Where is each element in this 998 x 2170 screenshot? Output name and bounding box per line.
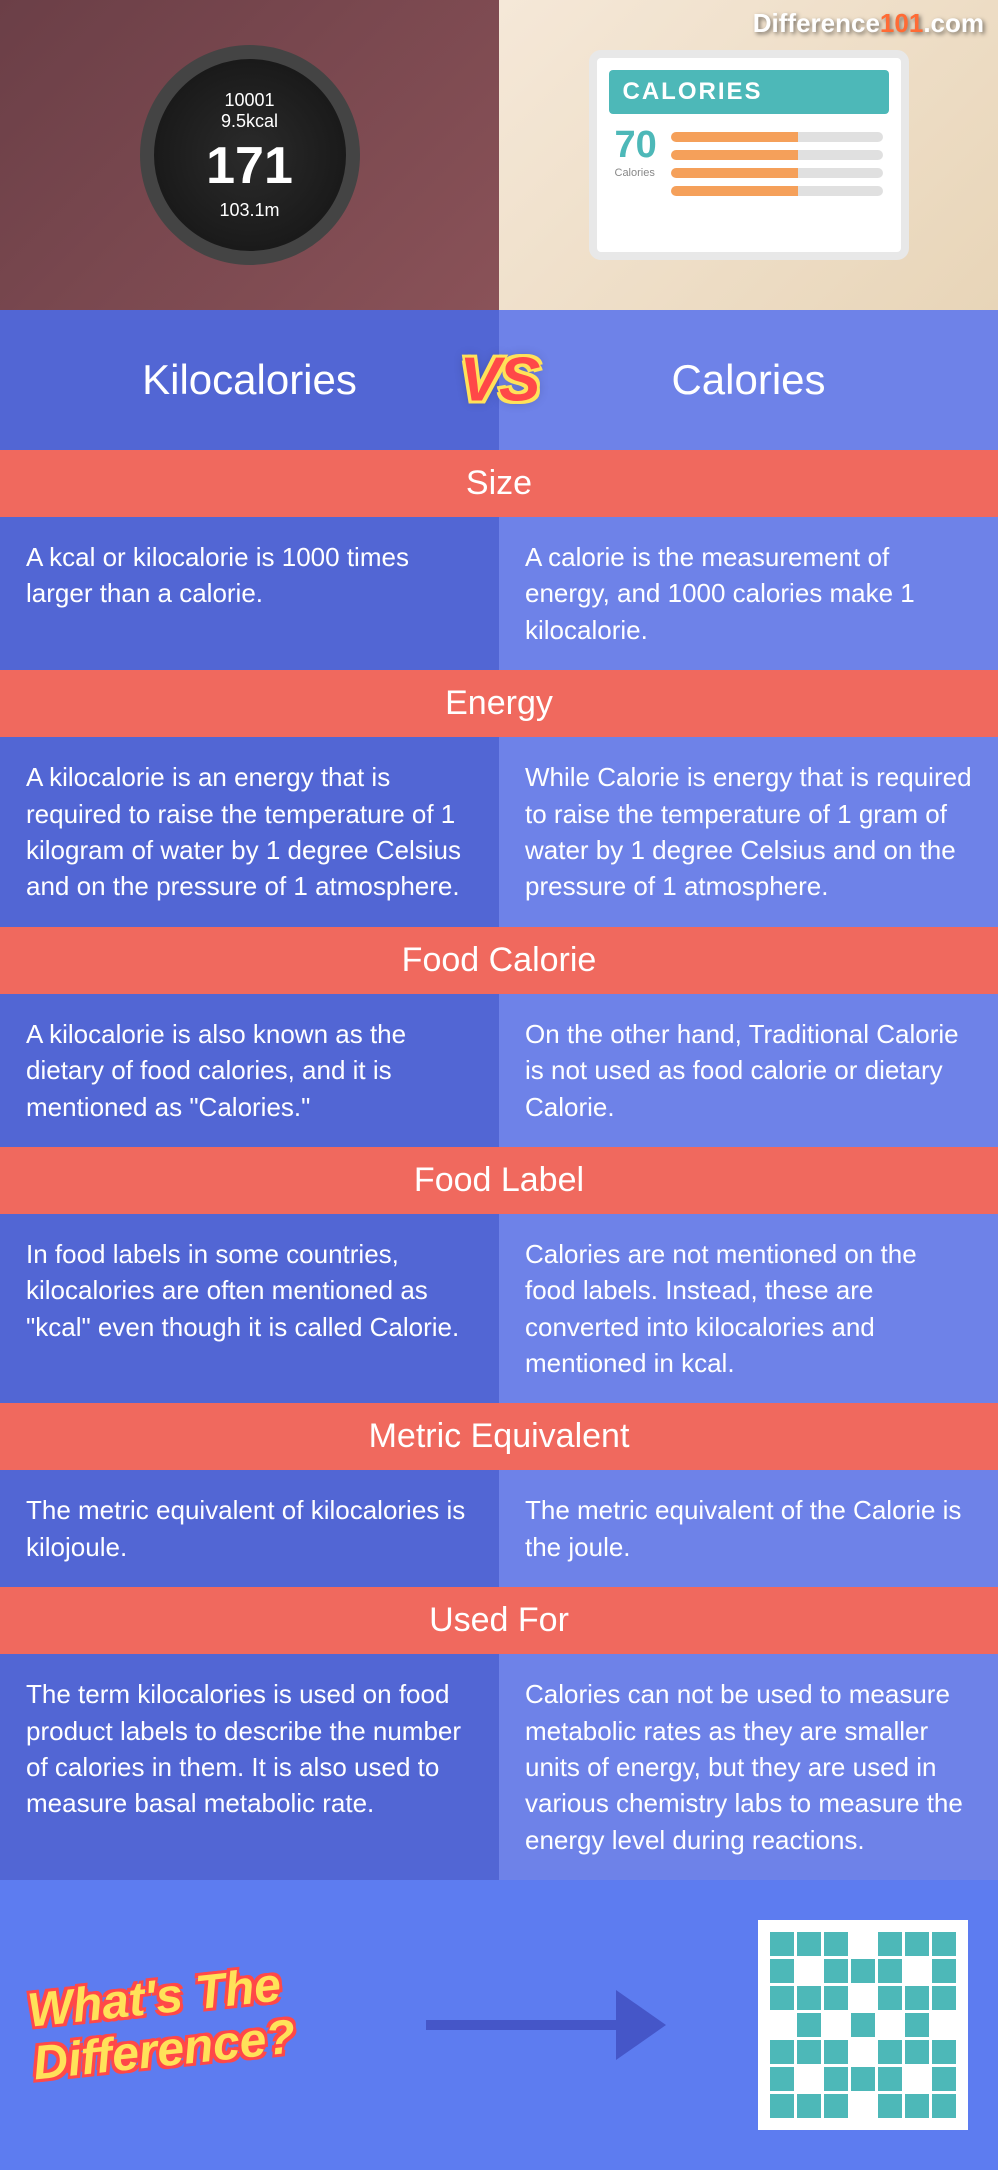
- tablet-graphic: CALORIES 70 Calories: [589, 50, 909, 260]
- arrow-icon: [426, 2020, 626, 2030]
- hero-banner: 10001 9.5kcal 171 103.1m CALORIES 70 Cal…: [0, 0, 998, 310]
- content-right: Calories are not mentioned on the food l…: [499, 1214, 998, 1404]
- qr-code: [758, 1920, 968, 2130]
- content-left: The metric equivalent of kilocalories is…: [0, 1470, 499, 1587]
- content-row: A kilocalorie is also known as the dieta…: [0, 994, 998, 1147]
- watch-main-number: 171: [206, 136, 293, 196]
- logo-part3: .com: [923, 8, 984, 38]
- content-right: On the other hand, Traditional Calorie i…: [499, 994, 998, 1147]
- content-right: While Calorie is energy that is required…: [499, 737, 998, 927]
- section-header: Metric Equivalent: [0, 1403, 998, 1470]
- watch-steps: 10001: [224, 90, 274, 111]
- tablet-body: 70 Calories: [609, 114, 889, 214]
- content-left: In food labels in some countries, kiloca…: [0, 1214, 499, 1404]
- title-right: Calories: [499, 310, 998, 450]
- content-right: The metric equivalent of the Calorie is …: [499, 1470, 998, 1587]
- tablet-title: CALORIES: [609, 70, 889, 114]
- comparison-sections: SizeA kcal or kilocalorie is 1000 times …: [0, 450, 998, 1880]
- tablet-number: 70: [615, 124, 657, 167]
- section-header: Energy: [0, 670, 998, 737]
- content-right: Calories can not be used to measure meta…: [499, 1654, 998, 1880]
- section-header: Used For: [0, 1587, 998, 1654]
- logo-part2: 101: [880, 8, 923, 38]
- content-left: A kilocalorie is also known as the dieta…: [0, 994, 499, 1147]
- hero-image-right: CALORIES 70 Calories: [499, 0, 998, 310]
- content-row: A kilocalorie is an energy that is requi…: [0, 737, 998, 927]
- comparison-title-row: Kilocalories Calories VS: [0, 310, 998, 450]
- content-row: A kcal or kilocalorie is 1000 times larg…: [0, 517, 998, 670]
- section-header: Food Calorie: [0, 927, 998, 994]
- progress-bar: [671, 186, 883, 196]
- content-row: In food labels in some countries, kiloca…: [0, 1214, 998, 1404]
- footer-callout: What's The Difference?: [25, 1959, 298, 2092]
- content-row: The metric equivalent of kilocalories is…: [0, 1470, 998, 1587]
- hero-image-left: 10001 9.5kcal 171 103.1m: [0, 0, 499, 310]
- vs-badge: VS: [460, 345, 539, 416]
- progress-bar: [671, 168, 883, 178]
- watch-distance: 103.1m: [219, 200, 279, 221]
- content-left: The term kilocalories is used on food pr…: [0, 1654, 499, 1880]
- content-left: A kilocalorie is an energy that is requi…: [0, 737, 499, 927]
- title-left: Kilocalories: [0, 310, 499, 450]
- logo-part1: Difference: [753, 8, 880, 38]
- content-left: A kcal or kilocalorie is 1000 times larg…: [0, 517, 499, 670]
- progress-bar: [671, 132, 883, 142]
- section-header: Size: [0, 450, 998, 517]
- watch-kcal: 9.5kcal: [221, 111, 278, 132]
- content-row: The term kilocalories is used on food pr…: [0, 1654, 998, 1880]
- tablet-bars: [671, 124, 883, 204]
- smartwatch-graphic: 10001 9.5kcal 171 103.1m: [140, 45, 360, 265]
- content-right: A calorie is the measurement of energy, …: [499, 517, 998, 670]
- progress-bar: [671, 150, 883, 160]
- section-header: Food Label: [0, 1147, 998, 1214]
- site-logo: Difference101.com: [753, 8, 984, 39]
- footer: What's The Difference?: [0, 1880, 998, 2170]
- tablet-sub: Calories: [615, 167, 657, 179]
